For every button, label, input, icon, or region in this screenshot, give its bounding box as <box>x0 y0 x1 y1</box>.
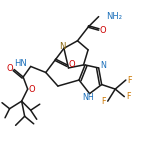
Text: O: O <box>68 60 75 69</box>
Text: F: F <box>127 76 132 85</box>
Text: HN: HN <box>14 59 27 68</box>
Text: F: F <box>102 97 106 106</box>
Text: N: N <box>59 42 66 51</box>
Text: O: O <box>28 85 35 94</box>
Text: N: N <box>100 61 106 70</box>
Text: O: O <box>99 26 106 35</box>
Text: NH₂: NH₂ <box>106 12 122 21</box>
Text: NH: NH <box>82 93 94 102</box>
Text: O: O <box>6 64 13 73</box>
Text: F: F <box>126 92 130 101</box>
